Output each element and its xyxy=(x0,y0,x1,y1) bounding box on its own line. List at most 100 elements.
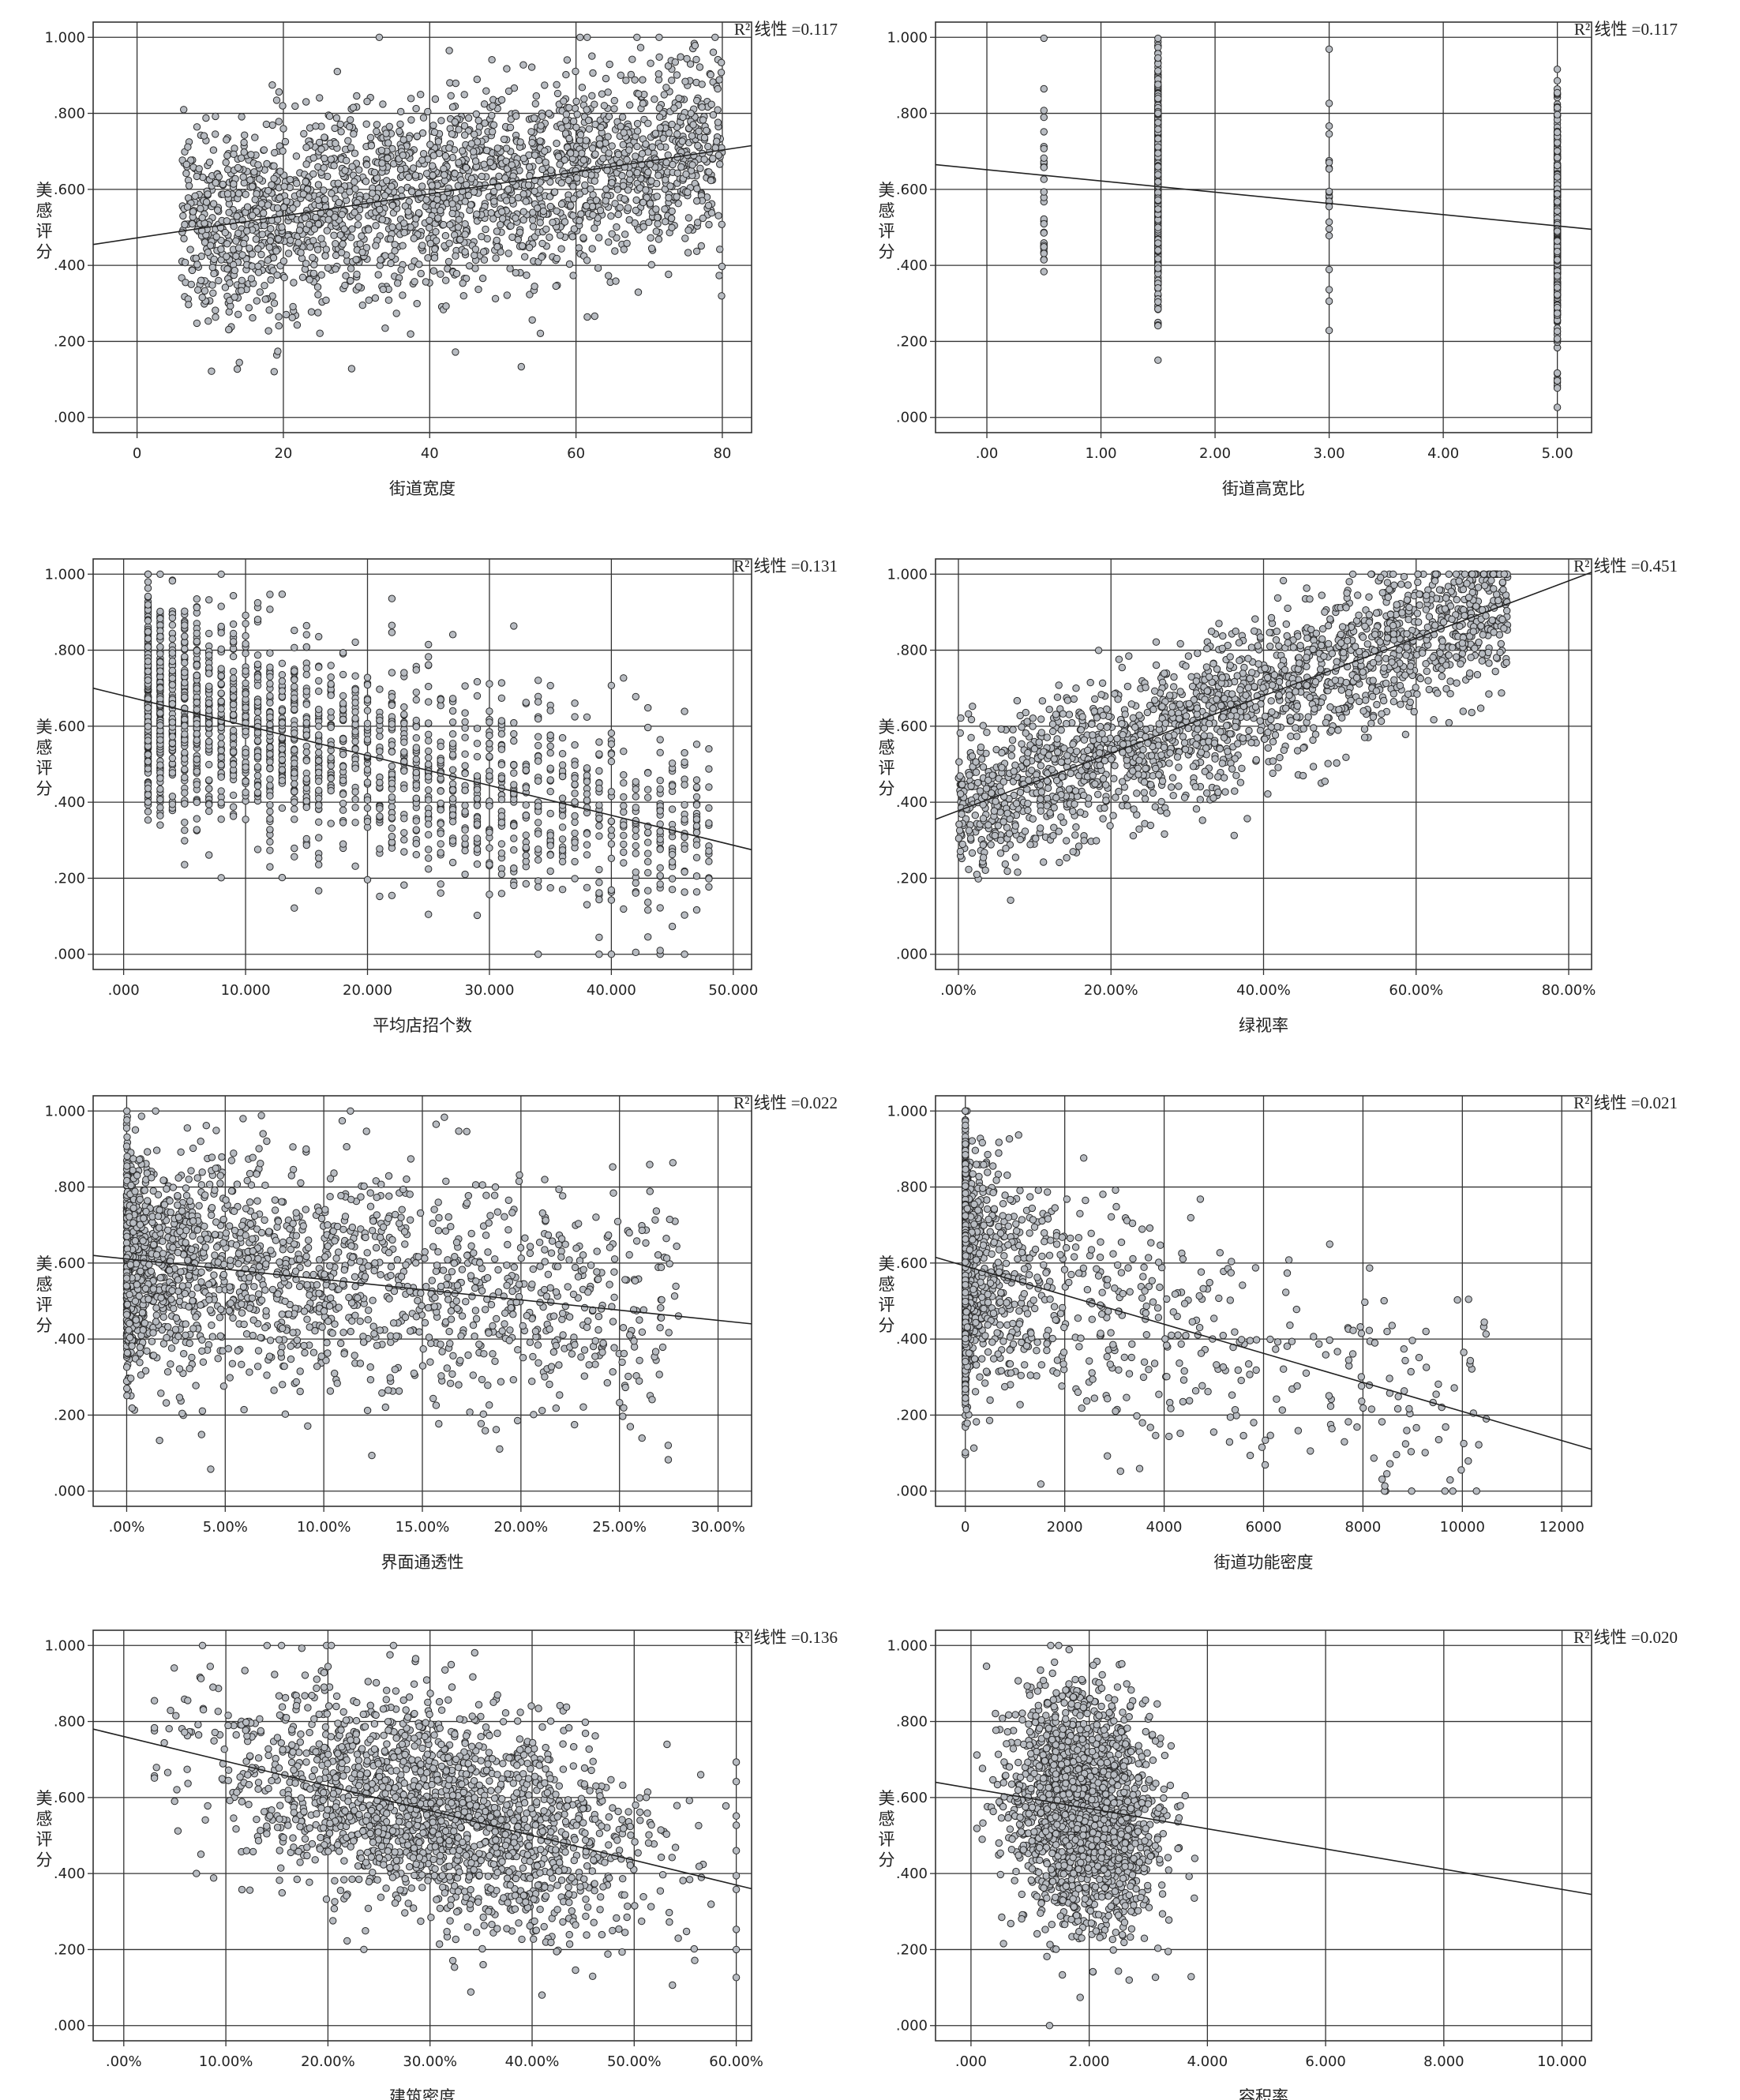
data-point xyxy=(681,234,689,242)
data-point xyxy=(655,113,664,122)
data-point xyxy=(573,111,581,118)
data-point xyxy=(200,132,208,140)
data-point xyxy=(493,236,501,245)
data-point xyxy=(291,798,298,806)
data-point xyxy=(331,124,339,133)
data-point xyxy=(619,182,628,190)
data-point xyxy=(647,234,654,242)
data-point xyxy=(208,281,216,289)
y-axis-label-char: 分 xyxy=(879,242,895,261)
data-point xyxy=(1553,335,1562,343)
data-point xyxy=(325,112,334,120)
data-point xyxy=(193,172,201,181)
data-point xyxy=(1553,103,1562,112)
y-axis-label-char: 感 xyxy=(879,201,895,220)
data-point xyxy=(195,165,203,173)
data-point xyxy=(579,156,587,164)
data-point xyxy=(711,33,719,41)
data-point xyxy=(252,235,261,243)
data-point xyxy=(400,229,408,237)
data-point xyxy=(425,747,433,756)
data-point xyxy=(651,96,658,103)
data-point xyxy=(452,348,459,356)
data-point xyxy=(523,271,531,279)
data-point xyxy=(362,161,371,169)
data-point xyxy=(437,849,444,857)
data-point xyxy=(709,48,718,56)
data-point xyxy=(272,96,281,104)
data-point xyxy=(546,742,554,750)
data-point xyxy=(317,271,325,279)
data-point xyxy=(569,195,578,203)
data-point xyxy=(315,887,323,895)
data-point xyxy=(231,293,238,301)
data-point xyxy=(448,795,457,803)
data-point xyxy=(297,249,305,257)
data-point xyxy=(376,892,384,901)
y-tick-label: .000 xyxy=(54,947,85,963)
data-point xyxy=(461,770,469,778)
data-point xyxy=(144,584,152,592)
data-point xyxy=(254,268,263,276)
data-point xyxy=(223,240,231,248)
data-point xyxy=(692,55,700,64)
data-point xyxy=(217,773,225,781)
data-point xyxy=(692,801,701,809)
data-point xyxy=(256,175,264,183)
data-point xyxy=(425,846,433,853)
data-point xyxy=(541,147,549,156)
data-point xyxy=(388,621,396,629)
data-point xyxy=(588,92,596,100)
data-point xyxy=(482,225,489,234)
data-point xyxy=(185,301,193,309)
data-point xyxy=(1154,81,1162,88)
data-point xyxy=(212,233,220,241)
data-point xyxy=(353,270,361,279)
data-point xyxy=(268,121,276,129)
data-point xyxy=(623,239,631,247)
data-point xyxy=(316,329,324,337)
data-point xyxy=(1040,84,1048,93)
data-point xyxy=(506,123,515,132)
data-point xyxy=(1553,309,1562,317)
data-point xyxy=(632,778,639,786)
data-point xyxy=(217,628,225,637)
data-point xyxy=(599,155,607,163)
data-point xyxy=(347,116,354,124)
data-point xyxy=(681,758,688,767)
data-point xyxy=(442,302,450,310)
data-point xyxy=(455,216,463,223)
data-point xyxy=(417,91,425,99)
data-point xyxy=(1553,237,1562,245)
data-point xyxy=(534,819,542,827)
data-point xyxy=(617,71,624,80)
data-point xyxy=(310,261,318,268)
data-point xyxy=(397,186,405,194)
data-point xyxy=(437,880,444,888)
data-point xyxy=(512,214,519,222)
y-tick-label: .200 xyxy=(54,333,85,350)
data-point xyxy=(644,838,652,846)
data-point xyxy=(246,244,253,252)
data-point xyxy=(183,203,192,211)
r-squared-label: R² 线性 =0.117 xyxy=(734,20,838,39)
data-point xyxy=(474,285,482,294)
data-point xyxy=(258,231,266,238)
data-point xyxy=(204,317,212,325)
data-point xyxy=(481,119,489,127)
data-point xyxy=(198,214,206,222)
data-point xyxy=(240,148,248,156)
data-point xyxy=(607,840,616,848)
data-point xyxy=(247,275,256,283)
data-point xyxy=(437,117,445,125)
data-point xyxy=(270,299,279,307)
data-point xyxy=(489,128,497,136)
data-point xyxy=(217,570,225,578)
data-point xyxy=(610,105,618,113)
data-point xyxy=(347,264,355,272)
data-point xyxy=(432,227,440,236)
data-point xyxy=(314,309,322,317)
data-point xyxy=(335,198,343,207)
data-point xyxy=(644,168,652,176)
